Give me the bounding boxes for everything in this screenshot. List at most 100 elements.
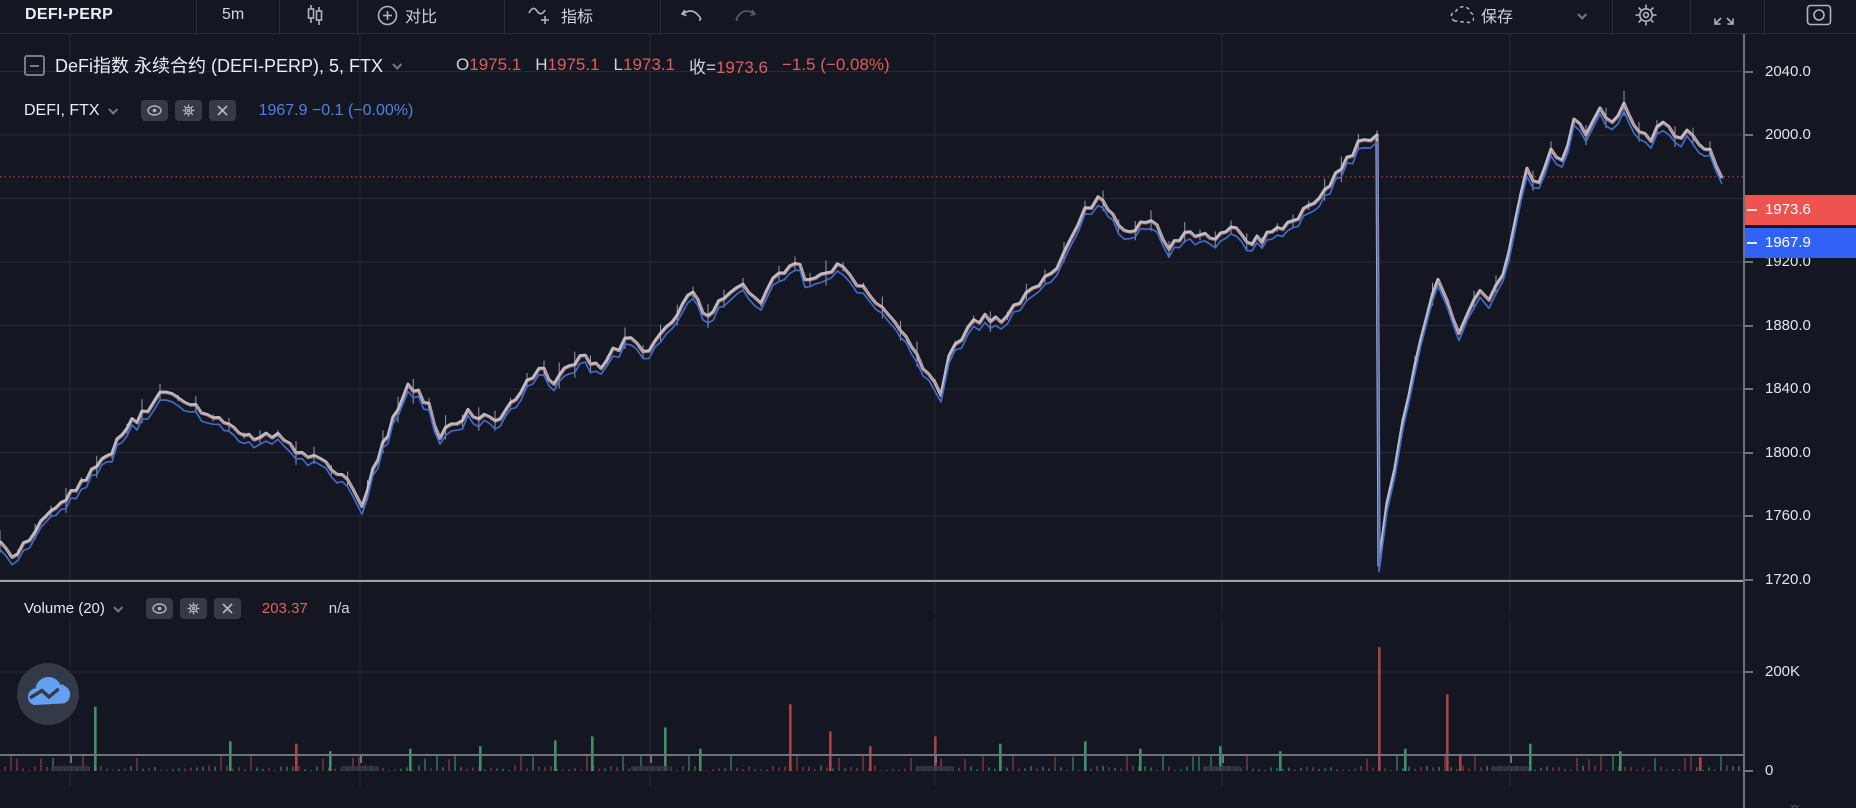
save-label: 保存 — [1481, 9, 1514, 26]
price-tick-label: 1840.0 — [1745, 379, 1856, 399]
price-pane[interactable] — [0, 34, 1743, 615]
symbol-label: DEFI-PERP — [25, 6, 114, 23]
remove-series-button[interactable] — [213, 598, 241, 619]
chevron-down-icon[interactable] — [392, 59, 403, 70]
symbol-button[interactable]: DEFI-PERP — [25, 0, 113, 32]
redo-icon — [735, 9, 757, 21]
low-label: L — [613, 55, 624, 74]
compare-button[interactable]: 对比 — [377, 0, 437, 32]
fullscreen-button[interactable] — [1712, 0, 1736, 32]
eye-icon — [152, 603, 167, 614]
volume-legend: Volume (20) — [24, 598, 350, 619]
pane-separator-handle[interactable] — [0, 580, 1856, 582]
open-value: 1975.1 — [469, 55, 522, 74]
series-settings-button[interactable] — [179, 598, 207, 619]
overlay-controls — [140, 100, 236, 121]
price-scale[interactable]: 2040.0 2000.0 1920.0 1880.0 1840.0 1800.0 1760… — [1743, 34, 1856, 808]
fullscreen-icon — [1714, 17, 1734, 25]
price-tick-label: 1880.0 — [1745, 316, 1856, 336]
screenshot-button[interactable] — [1806, 0, 1832, 32]
indicators-button[interactable]: 指标 — [528, 0, 593, 32]
time-tick — [1510, 756, 1512, 763]
price-tick-label: 1760.0 — [1745, 506, 1856, 526]
chart-plot-area[interactable] — [0, 34, 1743, 808]
time-tick — [935, 756, 937, 763]
undo-icon — [680, 9, 702, 21]
close-label: 收= — [689, 57, 716, 77]
time-tick — [650, 756, 652, 763]
collapse-icon[interactable] — [24, 54, 45, 76]
volume-tick-label: 0 — [1745, 761, 1856, 781]
change-value: −1.5 (−0.08%) — [781, 55, 890, 74]
price-tick-label: 2000.0 — [1745, 125, 1856, 145]
time-label-cut — [51, 766, 89, 771]
chevron-down-icon — [1577, 9, 1588, 20]
overlay-price-badge: 1967.9 — [1745, 228, 1856, 258]
save-button[interactable]: 保存 — [1448, 0, 1513, 32]
compare-label: 对比 — [405, 9, 438, 26]
close-value: 1973.6 — [715, 57, 768, 77]
candlestick-icon — [307, 5, 323, 25]
volume-title[interactable]: Volume (20) — [24, 600, 105, 617]
time-tick — [360, 756, 362, 763]
open-label: O — [456, 55, 470, 74]
visibility-button[interactable] — [140, 100, 168, 121]
redo-button[interactable] — [735, 0, 757, 32]
chevron-down-icon[interactable] — [107, 104, 118, 115]
gear-icon — [1635, 4, 1657, 26]
compare-plus-icon — [377, 5, 398, 25]
save-menu-button[interactable] — [1577, 0, 1588, 32]
gear-icon — [182, 104, 195, 117]
volume-ma-value: 203.37 — [261, 600, 308, 617]
volume-pane[interactable] — [0, 617, 1743, 786]
eye-icon — [146, 105, 162, 116]
price-tick-label: 2040.0 — [1745, 62, 1856, 82]
indicators-label: 指标 — [561, 9, 594, 26]
chart-style-button[interactable] — [304, 0, 326, 32]
time-tick — [70, 756, 72, 763]
price-tick-label: 1720.0 — [1745, 570, 1856, 590]
price-tick-label: 1800.0 — [1745, 443, 1856, 463]
visibility-button[interactable] — [145, 598, 173, 619]
chevron-down-icon[interactable] — [113, 602, 124, 613]
series-settings-button[interactable] — [174, 100, 202, 121]
save-cloud-icon — [1450, 5, 1474, 24]
toolbar-separator — [1612, 0, 1613, 33]
top-toolbar: DEFI-PERP 5m 对比 — [0, 0, 1856, 34]
main-series-legend: DeFi指数 永续合约 (DEFI-PERP), 5, FTX O1975.1 … — [24, 52, 890, 78]
volume-tick-label: 200K — [1745, 662, 1856, 682]
camera-icon — [1806, 4, 1832, 26]
time-tick — [1222, 756, 1224, 763]
ohlc-values: O1975.1 H1975.1 L1973.1 收=1973.6 −1.5 (−… — [456, 53, 890, 78]
toolbar-separator — [357, 0, 358, 33]
overlay-series-legend: DEFI, FTX — [24, 100, 413, 121]
toolbar-separator — [279, 0, 280, 33]
tradingview-logo[interactable] — [17, 663, 79, 730]
volume-na: n/a — [328, 600, 350, 617]
high-label: H — [535, 55, 548, 74]
gear-icon — [187, 602, 200, 615]
volume-controls — [145, 598, 241, 619]
undo-button[interactable] — [680, 0, 702, 32]
interval-button[interactable]: 5m — [222, 0, 244, 32]
time-label-cut — [1491, 766, 1529, 771]
overlay-title[interactable]: DEFI, FTX — [24, 101, 100, 119]
settings-button[interactable] — [1634, 0, 1658, 32]
close-icon — [222, 603, 233, 614]
interval-label: 5m — [222, 6, 245, 23]
axis-settings-icon[interactable]: ☼ — [1787, 798, 1803, 808]
toolbar-separator — [660, 0, 661, 33]
time-label-cut — [916, 766, 954, 771]
toolbar-separator — [504, 0, 505, 33]
time-axis[interactable] — [0, 754, 1856, 756]
series-title[interactable]: DeFi指数 永续合约 (DEFI-PERP), 5, FTX — [55, 56, 384, 76]
remove-series-button[interactable] — [208, 100, 236, 121]
high-value: 1975.1 — [547, 55, 600, 74]
toolbar-separator — [196, 0, 197, 33]
toolbar-separator — [1690, 0, 1691, 33]
indicators-icon — [528, 7, 549, 24]
time-label-cut — [631, 766, 669, 771]
time-label-cut — [1203, 766, 1241, 771]
overlay-value: 1967.9 −0.1 (−0.00%) — [258, 101, 414, 119]
